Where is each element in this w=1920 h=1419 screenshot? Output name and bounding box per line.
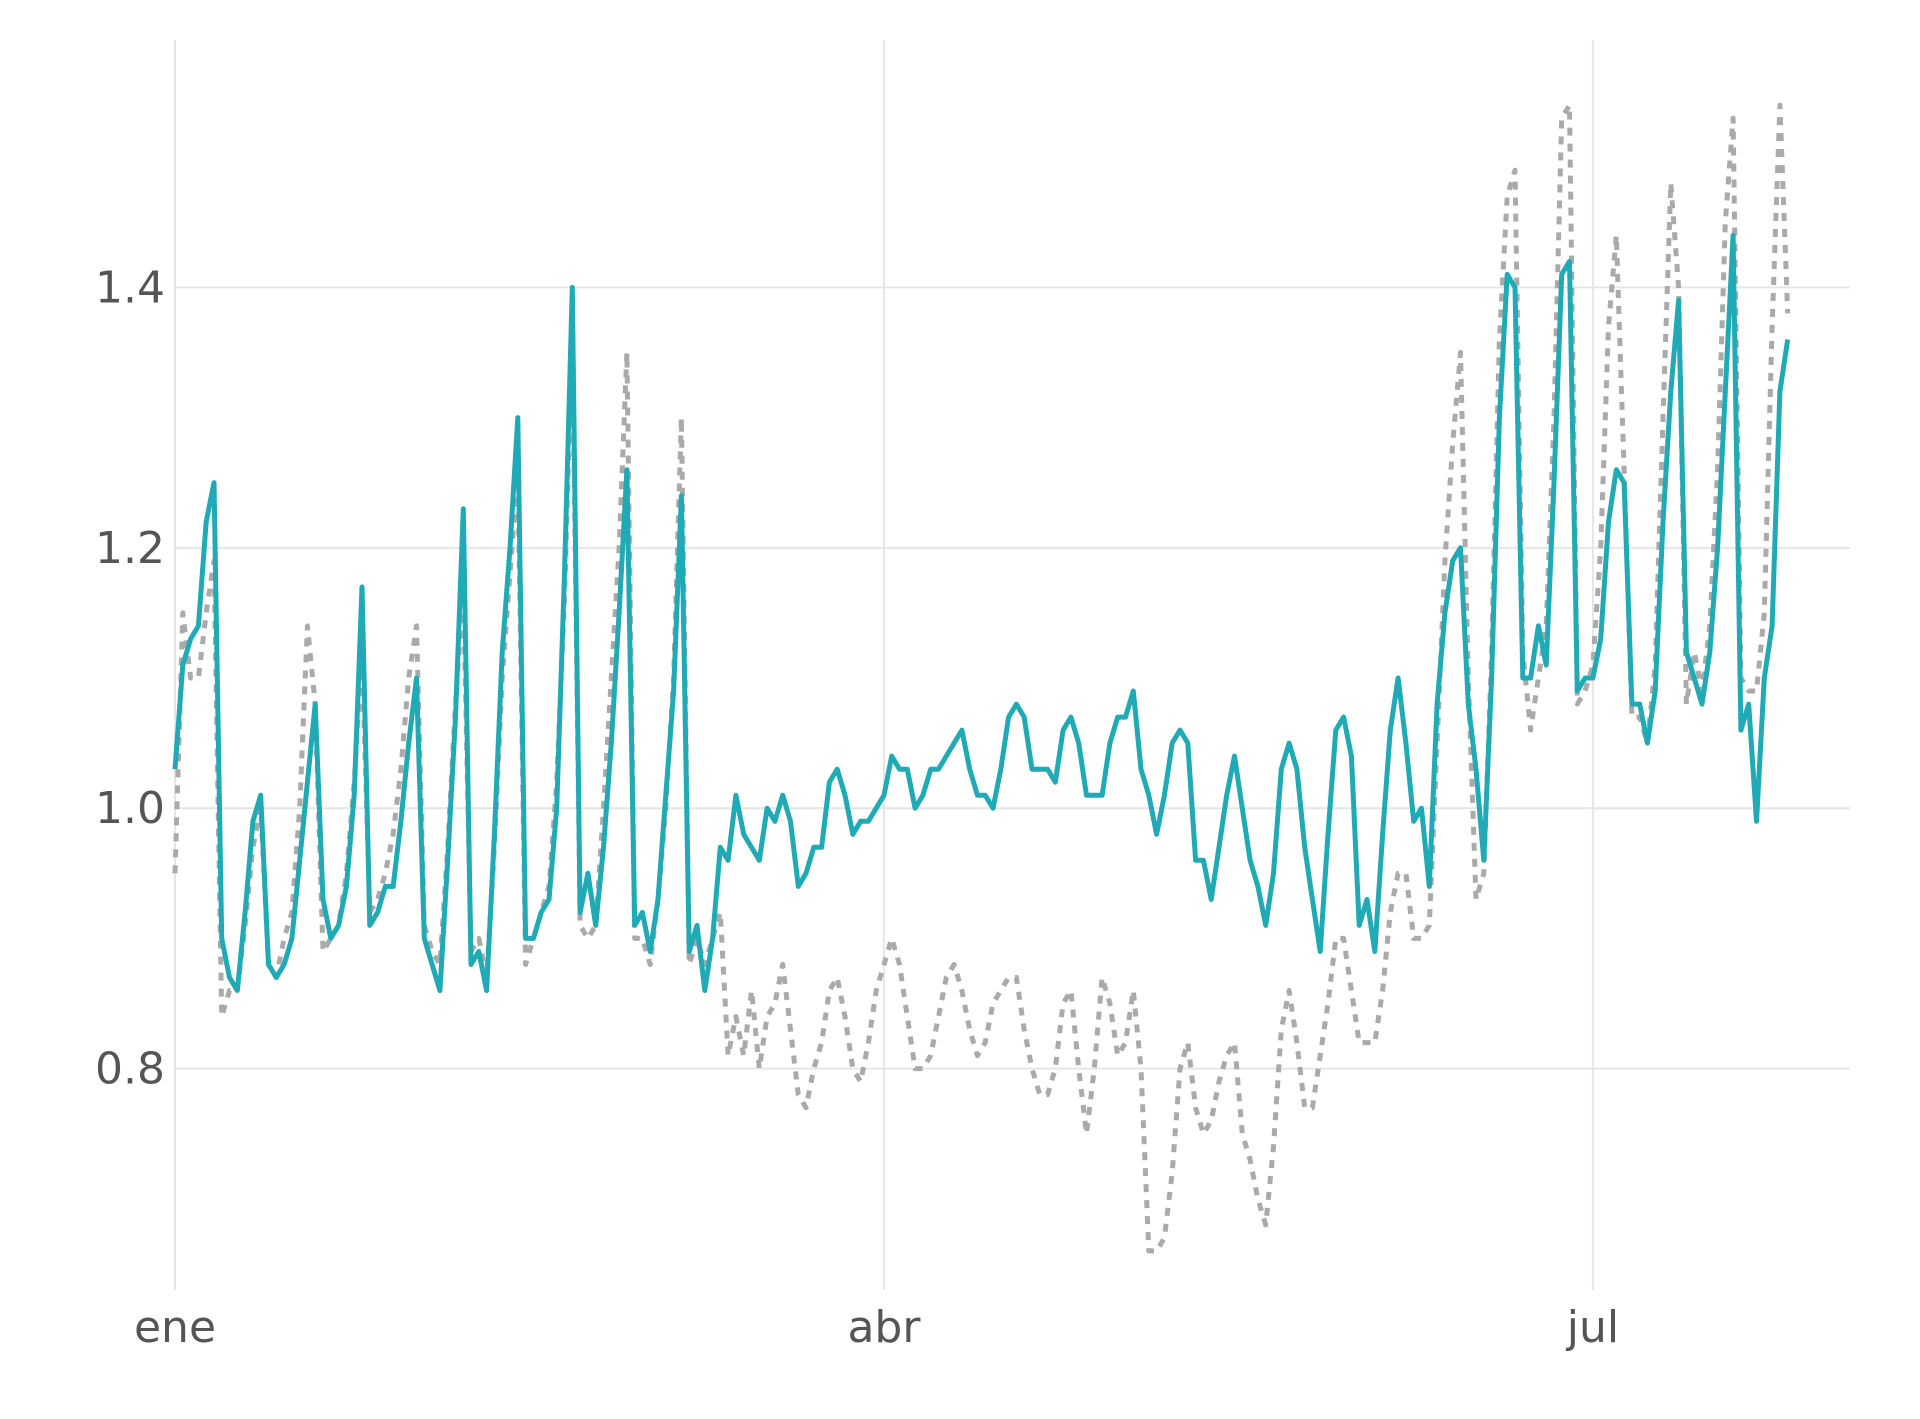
x-gridlines — [174, 40, 1594, 1290]
y-tick-labels: 0.8 1.0 1.2 1.4 — [95, 262, 165, 1094]
y-tick-label: 1.2 — [95, 523, 165, 574]
series-layer — [172, 102, 1791, 1254]
y-tick-label: 0.8 — [95, 1044, 165, 1095]
x-tick-label: jul — [1566, 1302, 1619, 1353]
x-tick-label: abr — [847, 1302, 921, 1353]
x-tick-label: ene — [134, 1302, 216, 1353]
y-tick-label: 1.0 — [95, 783, 165, 834]
y-tick-label: 1.4 — [95, 262, 165, 313]
series-line-solid — [172, 232, 1791, 993]
x-tick-labels: ene abr jul — [134, 1302, 1619, 1353]
